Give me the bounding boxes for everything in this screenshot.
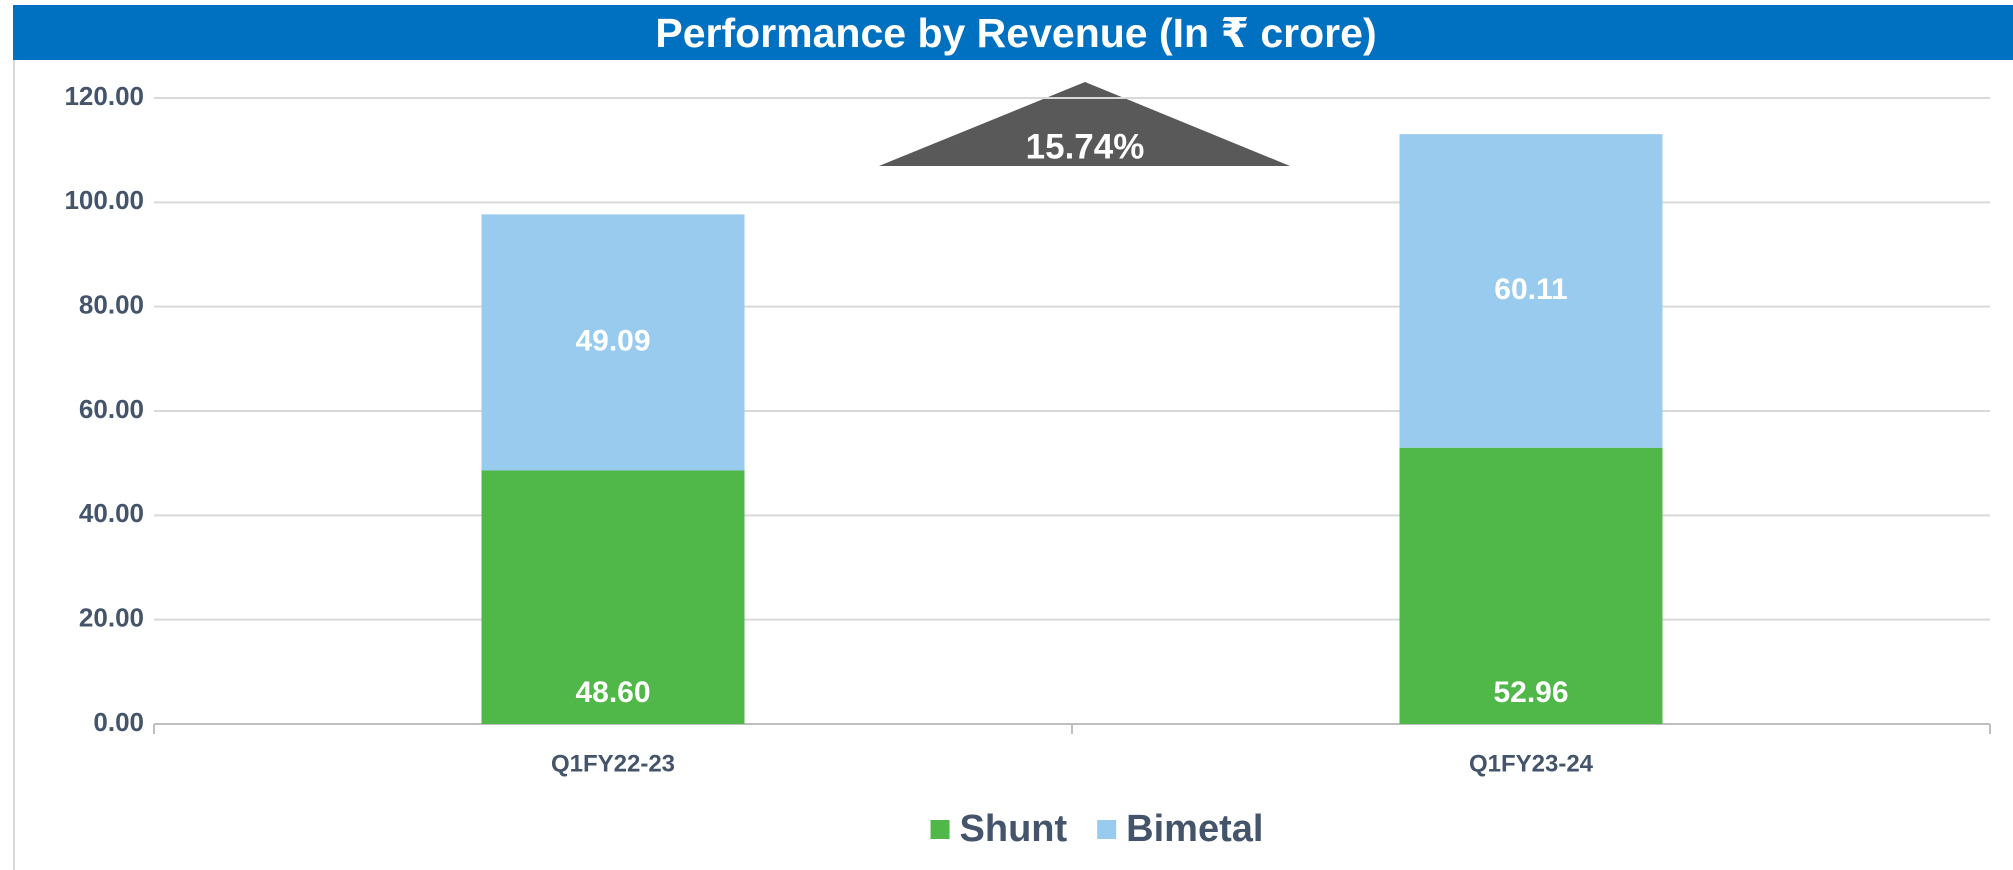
chart-title: Performance by Revenue (In ₹ crore) (655, 10, 1376, 56)
legend-swatch (930, 820, 950, 839)
bar-segment (481, 470, 745, 724)
y-tick-label: 120.00 (64, 81, 144, 111)
data-label: 52.96 (1493, 676, 1568, 709)
x-tick-label: Q1FY23-24 (1469, 750, 1594, 777)
legend-swatch (1097, 820, 1117, 839)
bar-segment (481, 214, 745, 471)
x-tick-label: Q1FY22-23 (551, 750, 675, 777)
legend-label: Bimetal (1126, 808, 1263, 850)
y-tick-label: 80.00 (79, 290, 144, 320)
bar-segment (1399, 447, 1663, 724)
y-tick-label: 100.00 (64, 185, 144, 215)
annotation: 15.74% (1026, 127, 1145, 166)
y-tick-label: 60.00 (79, 394, 144, 424)
data-label: 48.60 (575, 676, 650, 709)
bar-segment (1399, 134, 1663, 448)
growth-arrow (879, 82, 1290, 166)
y-tick-label: 40.00 (79, 498, 144, 528)
y-tick-label: 0.00 (93, 707, 144, 737)
title-bar (13, 5, 2013, 60)
y-tick-label: 20.00 (79, 603, 144, 633)
data-label: 60.11 (1494, 273, 1567, 306)
data-label: 49.09 (575, 324, 650, 357)
legend-label: Shunt (960, 808, 1068, 850)
